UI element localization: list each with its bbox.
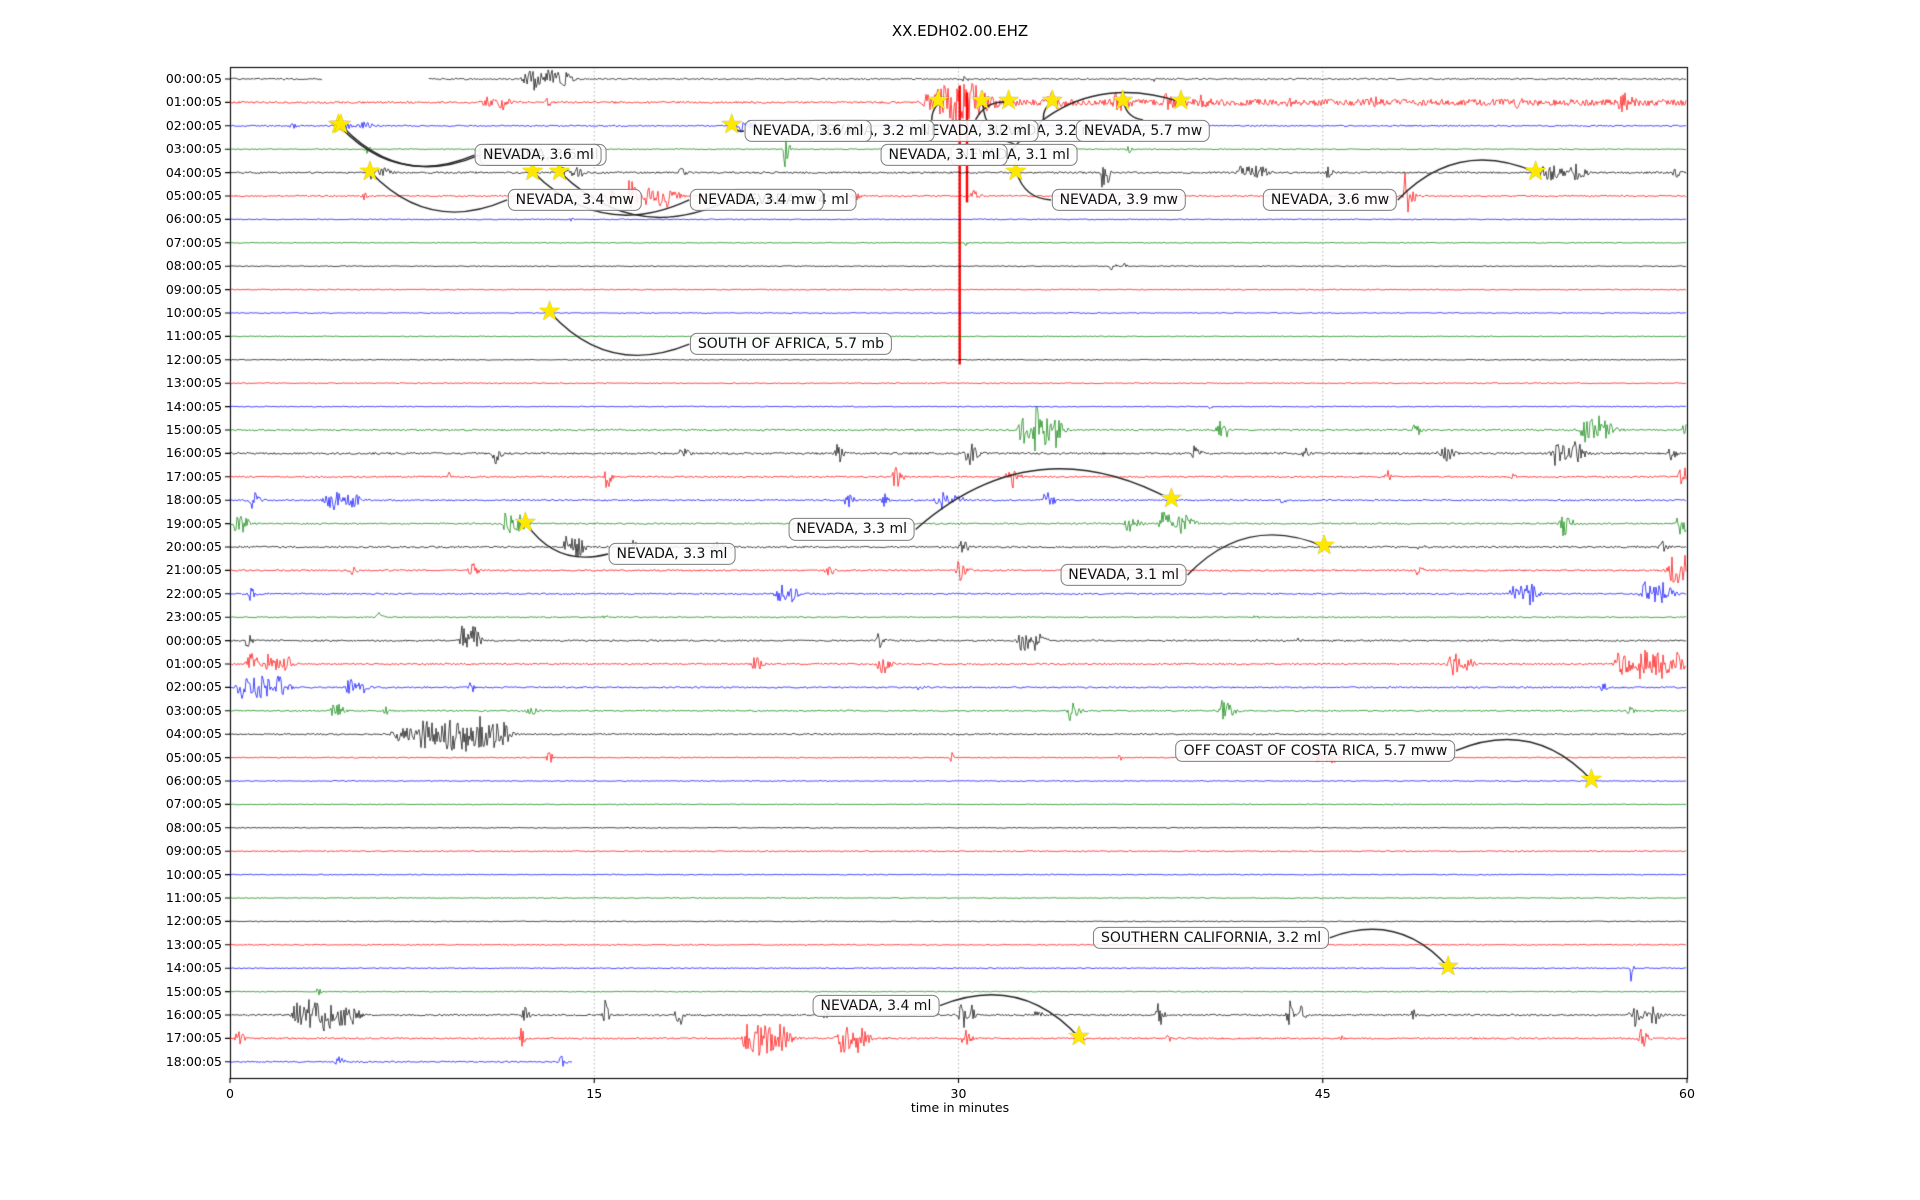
- time-tick-label: 05:00:05: [165, 749, 222, 765]
- event-label: NEVADA, 3.2 ml: [912, 119, 1039, 143]
- event-label: SOUTHERN CALIFORNIA, 3.2 ml: [1092, 926, 1330, 949]
- minute-tick-label: 30: [950, 1086, 967, 1101]
- event-label: NEVADA, 3.9 mw: [1051, 188, 1186, 212]
- event-label: NEVADA, 3.6 ml: [744, 119, 872, 143]
- event-label: SOUTH OF AFRICA, 5.7 mb: [689, 333, 893, 356]
- event-label: NEVADA, 3.3 ml: [788, 518, 916, 541]
- time-tick-label: 11:00:05: [165, 328, 222, 344]
- time-tick-label: 18:00:05: [165, 492, 222, 508]
- time-tick-label: 11:00:05: [165, 890, 222, 905]
- time-tick-label: 06:00:05: [165, 211, 222, 227]
- minute-tick-label: 0: [226, 1086, 234, 1101]
- event-star-icon: ★: [1066, 1021, 1092, 1053]
- time-tick-label: 07:00:05: [165, 234, 222, 250]
- event-label: NEVADA, 3.4 mw: [507, 188, 643, 212]
- time-tick-label: 05:00:05: [165, 188, 222, 203]
- event-star-icon: ★: [969, 85, 994, 117]
- event-star-icon: ★: [328, 108, 353, 140]
- minute-tick-label: 45: [1314, 1086, 1331, 1101]
- time-tick-label: 04:00:05: [165, 164, 222, 180]
- time-tick-label: 00:00:05: [165, 71, 222, 86]
- event-star-icon: ★: [926, 85, 951, 117]
- event-label: NEVADA, 3.3 ml: [608, 542, 736, 566]
- time-tick-label: 12:00:05: [165, 351, 222, 367]
- time-tick-label: 10:00:05: [165, 866, 222, 882]
- plot-title: XX.EDH02.00.EHZ: [891, 22, 1029, 40]
- time-tick-label: 14:00:05: [165, 960, 222, 976]
- event-star-icon: ★: [1159, 483, 1184, 515]
- time-tick-label: 04:00:05: [165, 726, 222, 742]
- time-tick-label: 03:00:05: [165, 702, 222, 718]
- time-tick-label: 16:00:05: [165, 1007, 222, 1022]
- time-tick-label: 13:00:05: [165, 375, 222, 391]
- event-label: OFF COAST OF COSTA RICA, 5.7 mww: [1175, 739, 1456, 762]
- time-tick-label: 02:00:05: [165, 117, 222, 133]
- event-star-icon: ★: [1040, 85, 1065, 117]
- time-tick-label: 06:00:05: [165, 773, 222, 788]
- time-tick-label: 14:00:05: [165, 398, 222, 414]
- event-star-icon: ★: [1436, 951, 1461, 983]
- time-tick-label: 07:00:05: [165, 796, 222, 812]
- event-star-icon: ★: [996, 85, 1021, 117]
- event-star-icon: ★: [537, 296, 562, 327]
- event-label: NEVADA, 3.1 ml: [1060, 563, 1188, 587]
- x-axis-title: time in minutes: [910, 1100, 1010, 1115]
- time-tick-label: 12:00:05: [165, 913, 222, 929]
- time-tick-label: 17:00:05: [165, 468, 222, 484]
- time-tick-label: 17:00:05: [165, 1030, 222, 1046]
- time-tick-label: 18:00:05: [165, 1053, 222, 1069]
- time-tick-label: 16:00:05: [165, 445, 222, 461]
- time-tick-label: 13:00:05: [165, 936, 222, 952]
- event-star-icon: ★: [1168, 85, 1194, 117]
- time-tick-label: 00:00:05: [165, 632, 222, 648]
- time-tick-label: 22:00:05: [165, 585, 222, 601]
- event-star-icon: ★: [357, 155, 383, 187]
- event-label: NEVADA, 3.6 mw: [1262, 188, 1398, 212]
- event-label: NEVADA, 3.4 ml: [812, 994, 940, 1017]
- event-label: NEVADA, 3.6 ml: [474, 143, 602, 167]
- event-star-icon: ★: [1523, 155, 1548, 187]
- event-label: NEVADA, 3.1 ml: [880, 143, 1008, 167]
- time-tick-label: 01:00:05: [165, 94, 222, 110]
- time-tick-label: 09:00:05: [165, 843, 222, 859]
- time-tick-label: 23:00:05: [165, 609, 222, 625]
- time-tick-label: 09:00:05: [165, 281, 222, 297]
- time-tick-label: 08:00:05: [165, 819, 222, 835]
- time-tick-label: 15:00:05: [165, 983, 222, 999]
- minute-tick-label: 60: [1679, 1086, 1695, 1101]
- time-tick-label: 20:00:05: [165, 539, 222, 554]
- event-star-icon: ★: [1110, 85, 1135, 117]
- time-tick-label: 21:00:05: [165, 562, 222, 578]
- time-tick-label: 10:00:05: [165, 305, 222, 320]
- time-tick-label: 15:00:05: [165, 422, 222, 437]
- event-label: NEVADA, 3.4 mw: [689, 188, 825, 212]
- time-tick-label: 03:00:05: [165, 141, 222, 157]
- event-star-icon: ★: [1579, 764, 1604, 795]
- time-tick-label: 01:00:05: [165, 656, 222, 671]
- event-star-icon: ★: [513, 506, 538, 538]
- event-star-icon: ★: [326, 108, 351, 140]
- time-tick-label: 08:00:05: [165, 258, 222, 274]
- event-star-icon: ★: [719, 108, 744, 140]
- time-tick-label: 19:00:05: [165, 515, 222, 531]
- event-star-icon: ★: [1312, 530, 1337, 561]
- time-tick-label: 02:00:05: [165, 679, 222, 695]
- minute-tick-label: 15: [586, 1086, 603, 1101]
- event-label: NEVADA, 5.7 mw: [1075, 119, 1211, 143]
